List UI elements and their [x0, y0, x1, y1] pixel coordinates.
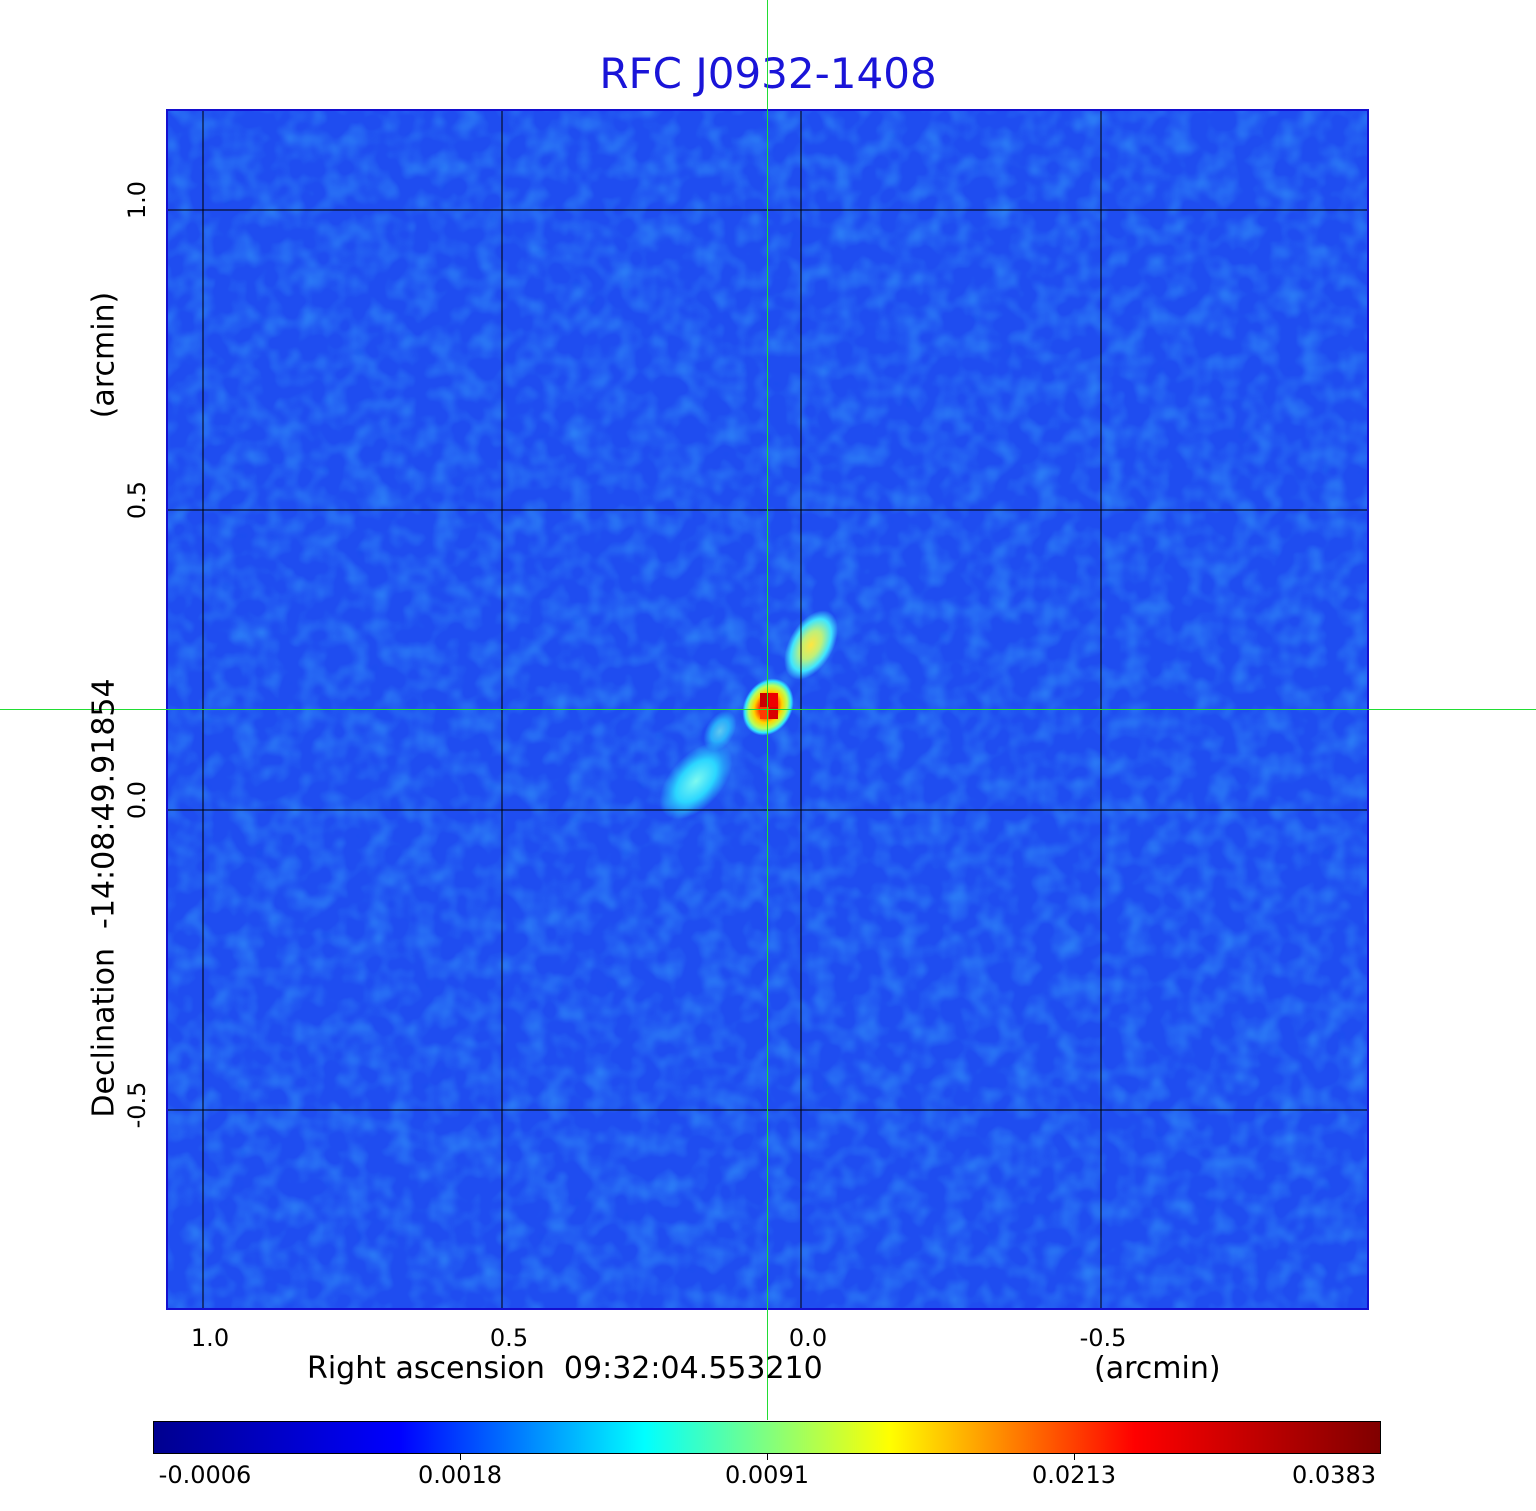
- image-title: RFC J0932-1408: [599, 49, 937, 98]
- colorbar-tick-mark: [460, 1454, 461, 1460]
- x-tick-label: 0.5: [489, 1324, 529, 1352]
- x-axis-label: Right ascension 09:32:04.553210: [307, 1351, 823, 1386]
- x-tick-label: 1.0: [190, 1324, 230, 1352]
- colorbar: [153, 1421, 1381, 1454]
- y-axis-label: Declination -14:08:49.91854: [86, 678, 122, 1118]
- jet-component-north: [784, 610, 838, 680]
- x-tick-label: 0.0: [788, 1324, 828, 1352]
- colorbar-tick-mark: [1074, 1454, 1075, 1460]
- y-tick-label: 0.0: [123, 780, 151, 820]
- crosshair-horizontal: [0, 709, 1536, 710]
- jet-component-south: [659, 742, 733, 820]
- x-tick-label: -0.5: [1079, 1324, 1127, 1352]
- y-tick-label: -0.5: [123, 1081, 151, 1129]
- y-tick-label: 0.5: [123, 480, 151, 520]
- crosshair-vertical: [767, 0, 768, 1420]
- x-axis-unit: (arcmin): [1094, 1351, 1221, 1386]
- y-tick-label: 1.0: [123, 180, 151, 220]
- colorbar-tick-label: 0.0018: [418, 1461, 502, 1489]
- colorbar-tick-label: 0.0213: [1032, 1461, 1116, 1489]
- colorbar-tick-label: 0.0091: [725, 1461, 809, 1489]
- colorbar-tick-label: -0.0006: [158, 1461, 252, 1489]
- colorbar-tick-mark: [767, 1454, 768, 1460]
- y-axis-unit: (arcmin): [86, 291, 122, 419]
- colorbar-tick-label: 0.0383: [1292, 1461, 1376, 1489]
